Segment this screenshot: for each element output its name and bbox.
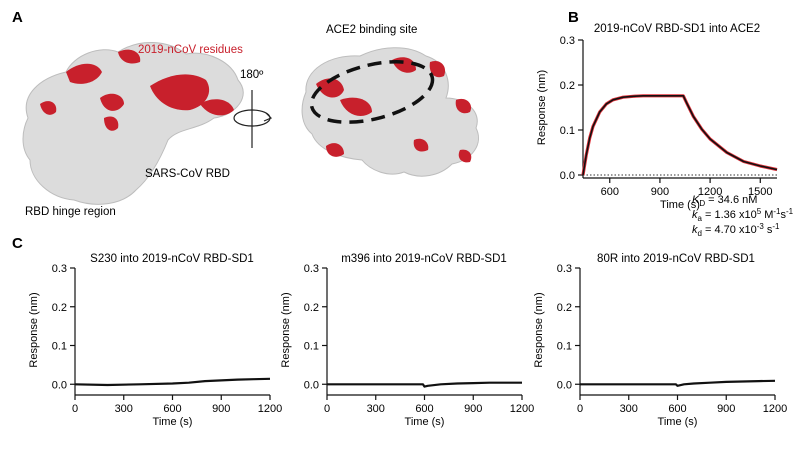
protein-surface-right: [301, 47, 479, 177]
hinge-label: RBD hinge region: [25, 206, 116, 218]
chart-c3-x-tick-label: 300: [620, 403, 638, 415]
chart-c3-plot: 0.0 0.1 0.2 0.3 0 300 600 900 1200 Time (s) Respon…: [533, 263, 787, 428]
chart-c3-x-axis-label: Time (s): [658, 416, 698, 428]
chart-c1-plot: 0.0 0.1 0.2 0.3 0 300 600 900 1200 Time (s) Respon…: [28, 263, 282, 428]
chart-c3-y-tick-label: 0.1: [557, 341, 572, 353]
panel-letter-c: C: [12, 235, 23, 252]
chart-b-x-tick-label: 1200: [698, 186, 722, 198]
chart-c1-y-tick-label: 0.0: [52, 379, 67, 391]
chart-b-x-axis-label: Time (s): [660, 199, 700, 211]
chart-c1-x-tick-label: 1200: [258, 403, 282, 415]
chart-c3-x-tick-label: 1200: [763, 403, 787, 415]
chart-b-ka: ka = 1.36 x105 M-1s-1: [692, 207, 794, 223]
chart-c2-x-axis-label: Time (s): [405, 416, 445, 428]
chart-b-series-line: [582, 95, 778, 176]
chart-b-y-tick-label: 0.3: [560, 35, 575, 47]
chart-b-kdis: kd = 4.70 x10-3 s-1: [692, 222, 780, 238]
chart-b-plot: 0.0 0.1 0.2 0.3 600 900 1200 1500 Time (s) Respon…: [536, 35, 778, 211]
binding-label: ACE2 binding site: [326, 24, 417, 36]
chart-c3-y-tick-label: 0.2: [557, 302, 572, 314]
chart-b-title: 2019-nCoV RBD-SD1 into ACE2: [594, 23, 760, 35]
chart-c2-y-tick-label: 0.2: [304, 302, 319, 314]
chart-c2-y-tick-label: 0.3: [304, 263, 319, 275]
chart-b-x-tick-label: 900: [651, 186, 669, 198]
chart-c2-y-tick-label: 0.0: [304, 379, 319, 391]
rotation-icon: [233, 90, 273, 148]
chart-c2-title: m396 into 2019-nCoV RBD-SD1: [341, 253, 507, 265]
chart-c1-y-tick-label: 0.1: [52, 341, 67, 353]
protein-surface-left: [22, 41, 244, 205]
rotation-label: 180º: [240, 69, 264, 81]
chart-c3-y-tick-label: 0.3: [557, 263, 572, 275]
chart-c2-plot: 0.0 0.1 0.2 0.3 0 300 600 900 1200 Time (s) Respon…: [280, 263, 534, 428]
panel-letter-b: B: [568, 9, 579, 26]
chart-c1-y-axis-label: Response (nm): [28, 292, 40, 367]
chart-b-x-tick-label: 600: [601, 186, 619, 198]
chart-c1-x-tick-label: 0: [72, 403, 78, 415]
chart-c3-y-tick-label: 0.0: [557, 379, 572, 391]
panel-letter-a: A: [12, 9, 23, 26]
chart-c1-x-tick-label: 900: [212, 403, 230, 415]
chart-c1-y-tick-label: 0.2: [52, 302, 67, 314]
chart-c1-x-tick-label: 300: [115, 403, 133, 415]
chart-c1-y-tick-label: 0.3: [52, 263, 67, 275]
chart-c1-x-axis-label: Time (s): [153, 416, 193, 428]
chart-c1: S230 into 2019-nCoV RBD-SD1 0.0 0.1 0.2 0.3…: [28, 253, 282, 428]
sars-label: SARS-CoV RBD: [145, 168, 230, 180]
chart-b-y-axis-label: Response (nm): [536, 70, 548, 145]
chart-b: 2019-nCoV RBD-SD1 into ACE2 0.0 0.1 0.2 0.3…: [536, 23, 794, 238]
chart-c2-x-tick-label: 300: [367, 403, 385, 415]
chart-c3: 80R into 2019-nCoV RBD-SD1 0.00.10.20.30…: [533, 253, 787, 428]
chart-c2-series-line: [327, 381, 522, 388]
chart-c2-x-tick-label: 0: [324, 403, 330, 415]
chart-c2-y-axis-label: Response (nm): [280, 292, 292, 367]
chart-c1-title: S230 into 2019-nCoV RBD-SD1: [90, 253, 254, 265]
chart-c2-y-tick-label: 0.1: [304, 341, 319, 353]
chart-b-y-tick-label: 0.1: [560, 125, 575, 137]
chart-b-y-tick-label: 0.2: [560, 80, 575, 92]
chart-c3-x-tick-label: 900: [717, 403, 735, 415]
chart-c3-title: 80R into 2019-nCoV RBD-SD1: [597, 253, 755, 265]
chart-b-kd: KD = 34.6 nM: [692, 194, 757, 208]
chart-b-x-tick-label: 1500: [748, 186, 772, 198]
chart-c3-x-tick-label: 600: [668, 403, 686, 415]
binding-site-outline: [309, 60, 435, 124]
chart-c2-x-tick-label: 600: [415, 403, 433, 415]
chart-c2-x-tick-label: 900: [464, 403, 482, 415]
chart-c2: m396 into 2019-nCoV RBD-SD1 0.0 0.1 0.2 0.3…: [280, 253, 534, 428]
chart-c2-x-tick-label: 1200: [510, 403, 534, 415]
residues-label: 2019-nCoV residues: [138, 44, 243, 56]
chart-b-y-tick-label: 0.0: [560, 170, 575, 182]
chart-c1-x-tick-label: 600: [163, 403, 181, 415]
chart-c1-series-line: [74, 377, 271, 387]
chart-c3-x-tick-label: 0: [577, 403, 583, 415]
chart-c3-y-axis-label: Response (nm): [533, 292, 545, 367]
chart-c3-series-line: [580, 379, 776, 387]
